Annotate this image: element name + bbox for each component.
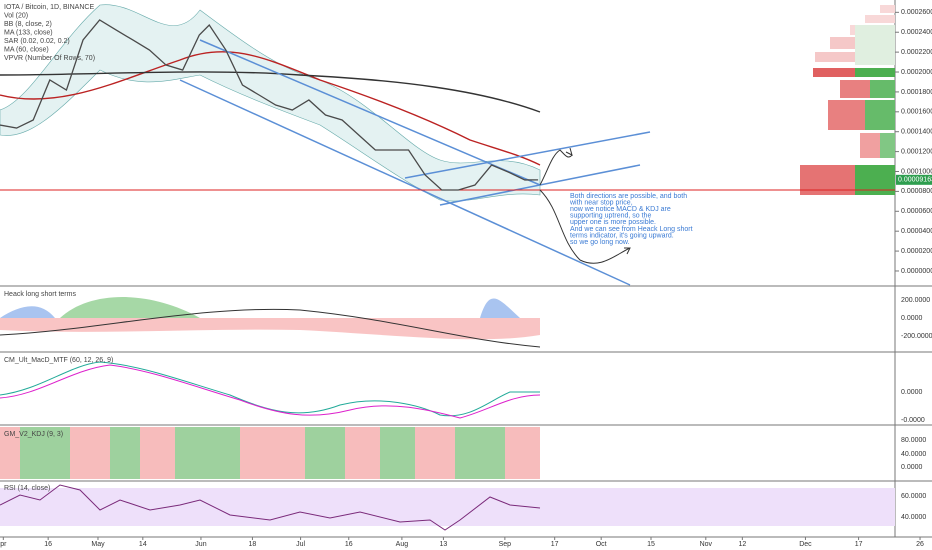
kdj-bg [0,427,540,479]
heack-area [0,318,540,340]
annotation-line: terms indicator, it's going upward. [570,232,674,239]
heack-line [0,308,541,348]
x-tick-label: 26 [916,541,924,548]
price-line [0,19,539,191]
x-tick-label: 15 [647,541,655,548]
rsi-line [0,484,541,531]
y-tick-label: 0.00016000 [901,109,932,116]
panel-title: Heack long short terms [4,291,76,298]
panel-title: RSI (14, close) [4,485,50,492]
panel-tick-label: -0.0000 [901,417,925,424]
y-tick-label: 0.00002000 [901,248,932,255]
last-price-label: 0.00009163 [898,177,932,184]
legend-line: SAR (0.02, 0.02, 0.2) [4,38,70,45]
kdj-green [20,427,505,479]
panel-tick-label: 80.0000 [901,437,926,444]
legend-line: VPVR (Number Of Rows, 70) [4,55,95,62]
x-tick-label: Aug [396,541,409,548]
y-tick-label: 0.00020000 [901,69,932,76]
annotation-line: now we notice MACD & KDJ are [570,206,671,213]
arrow-up [539,147,573,186]
volume-profile [800,5,895,195]
ma-60 [0,51,541,166]
panel-tick-label: 0.0000 [901,389,923,396]
panel-tick-label: 40.0000 [901,514,926,521]
x-tick-label: Jul [296,541,305,548]
y-tick-label: 0.00006000 [901,208,932,215]
y-tick-label: 0.00000000 [901,268,932,275]
x-tick-label: Jun [195,541,206,548]
x-tick-label: 13 [440,541,448,548]
y-tick-label: 0.00004000 [901,228,932,235]
x-tick-label: 12 [738,541,746,548]
x-tick-label: Oct [596,541,607,548]
x-tick-label: 16 [345,541,353,548]
panel-tick-label: 60.0000 [901,493,926,500]
macd-lines [0,361,541,419]
annotation-line: supporting uptrend, so the [570,213,651,220]
legend-line: BB (8, close, 2) [4,21,52,28]
x-tick-label: pr [0,541,7,548]
x-tick-label: Sep [499,541,512,548]
panel-title: CM_Ult_MacD_MTF (60, 12, 26, 9) [4,357,113,364]
last-price-box [896,174,932,185]
legend-line: IOTA / Bitcoin, 1D, BINANCE [4,4,94,11]
y-tick-label: 0.00012000 [901,148,932,155]
y-tick-label: 0.00018000 [901,89,932,96]
x-tick-label: 14 [139,541,147,548]
heack-blue [0,298,520,318]
annotation-line: with near stop price, [569,199,633,206]
panel-tick-label: 0.0000 [901,315,923,322]
y-tick-label: 0.00022000 [901,49,932,56]
annotation-line: so we go long now. [570,239,630,246]
annotation-line: upper one is more possible. [570,219,656,226]
x-tick-label: 16 [44,541,52,548]
annotation: Both directions are possible, and bothwi… [569,193,693,246]
trend-lines [179,39,651,286]
y-tick-label: 0.00024000 [901,29,932,36]
y-tick-label: 0.00010000 [901,168,932,175]
ma-133 [0,71,541,113]
panel-tick-label: 200.0000 [901,297,930,304]
panel-title: GM_V2_KDJ (9, 3) [4,431,63,438]
panel-tick-label: 0.0000 [901,464,923,471]
x-tick-label: 17 [855,541,863,548]
x-tick-label: Nov [700,541,713,548]
panel-tick-label: 40.0000 [901,451,926,458]
panel-tick-label: -200.0000 [901,333,932,340]
heack-green [60,297,200,318]
rsi-band [0,488,895,526]
annotation-line: And we can see from Heack Long short [570,226,693,233]
arrow-down [539,189,631,264]
legend-line: MA (60, close) [4,46,49,53]
y-tick-label: 0.00008000 [901,188,932,195]
x-tick-label: 17 [551,541,559,548]
annotation-line: Both directions are possible, and both [570,193,687,200]
x-tick-label: Dec [799,541,812,548]
y-tick-label: 0.00014000 [901,129,932,136]
y-tick-label: 0.00026000 [901,9,932,16]
legend-line: Vol (20) [4,12,28,19]
x-tick-label: 18 [249,541,257,548]
legend-line: MA (133, close) [4,29,53,36]
x-tick-label: May [91,541,105,548]
bollinger-band [0,4,541,202]
